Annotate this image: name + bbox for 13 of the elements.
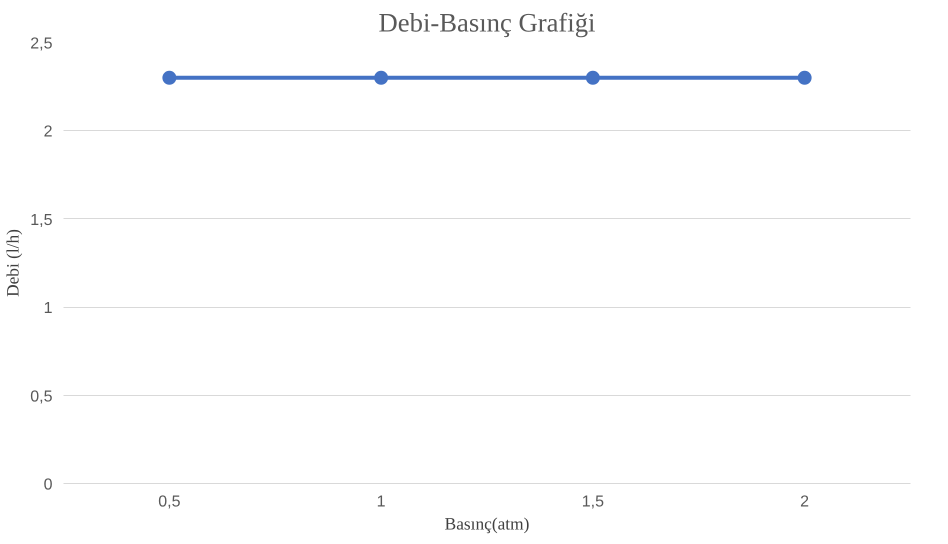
x-tick-label: 1: [376, 494, 386, 510]
y-tick-label: 1: [44, 300, 53, 318]
y-tick-label: 0: [44, 476, 53, 494]
x-axis-title: Basınç(atm): [444, 514, 530, 534]
y-axis-title: Debi (l/h): [3, 228, 22, 297]
y-tick-label: 2,5: [30, 36, 53, 52]
y-tick-label: 2: [44, 124, 53, 141]
x-tick-label: 2: [800, 494, 810, 510]
y-tick-label: 0,5: [30, 388, 53, 406]
chart-title: Debi-Basınç Grafiği: [378, 8, 596, 38]
x-tick-label: 1,5: [582, 494, 604, 510]
y-tick-label: 1,5: [30, 212, 53, 229]
x-tick-label: 0,5: [158, 494, 181, 510]
